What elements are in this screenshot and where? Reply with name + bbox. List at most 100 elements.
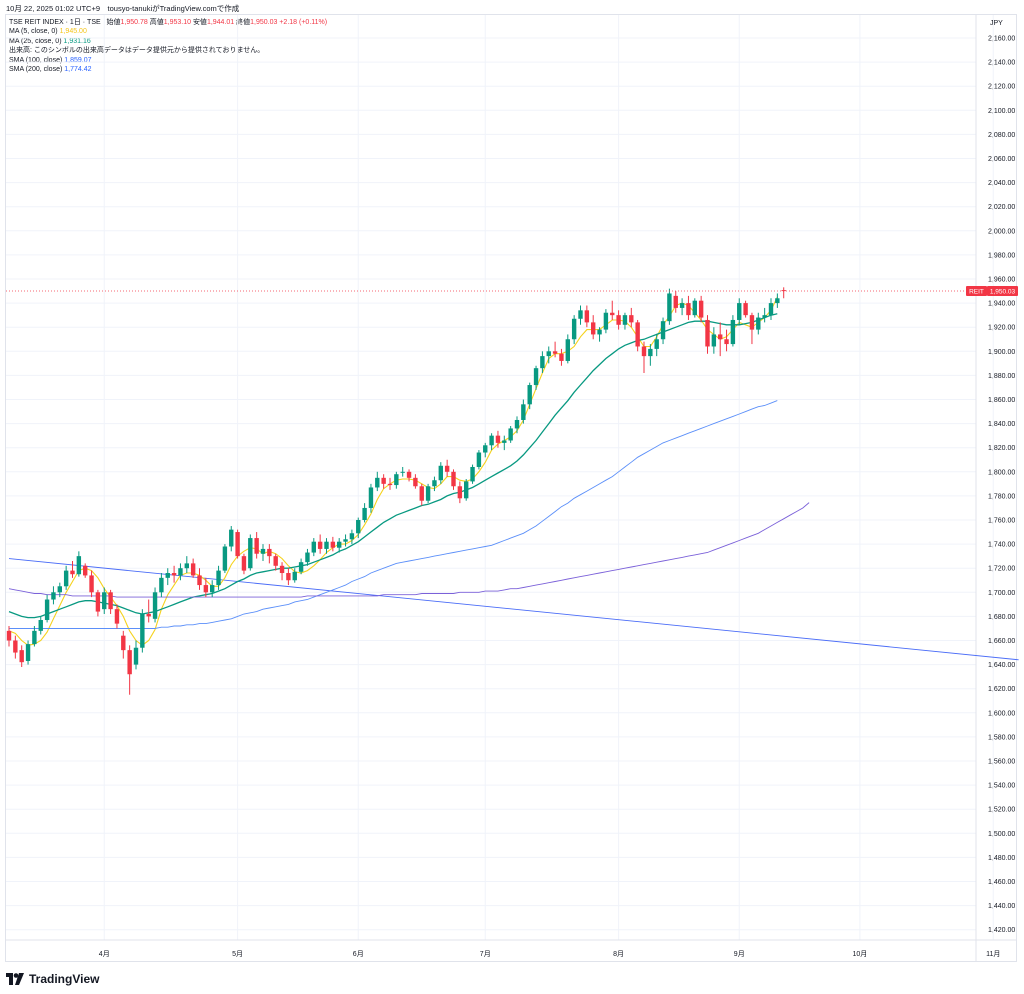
candle [610, 312, 615, 316]
candle [311, 541, 316, 553]
candle [768, 303, 774, 316]
y-tick-label: 1,860.00 [988, 397, 1015, 404]
candle [438, 465, 443, 481]
y-tick-label: 1,940.00 [988, 301, 1015, 308]
candle [6, 630, 12, 641]
candle [95, 592, 101, 612]
candle [775, 298, 780, 304]
legend-sma100-row[interactable]: SMA (100, close) 1,859.07 [9, 56, 327, 65]
y-tick-label: 1,540.00 [988, 783, 1015, 790]
y-tick-label: 1,580.00 [988, 734, 1015, 741]
y-tick-label: 1,520.00 [988, 807, 1015, 814]
change-value: +2.18 (+0.11%) [279, 19, 328, 26]
legend-ma25-row[interactable]: MA (25, close, 0) 1,931.16 [9, 37, 327, 46]
candle [667, 293, 672, 322]
trendline[interactable] [8, 558, 1019, 661]
x-tick-label: 7月 [480, 950, 491, 958]
candle [591, 322, 596, 335]
candle [190, 563, 196, 576]
legend-sma200-row[interactable]: SMA (200, close) 1,774.42 [9, 65, 327, 74]
candle [44, 599, 50, 621]
y-tick-label: 1,560.00 [988, 759, 1015, 766]
candle [152, 592, 158, 619]
sma100-label: SMA (100, close) [9, 56, 63, 64]
y-tick-label: 1,820.00 [988, 445, 1015, 452]
candle [19, 650, 24, 663]
sma200-value: 1,774.42 [64, 66, 92, 74]
candle [248, 538, 253, 569]
y-tick-label: 1,980.00 [988, 252, 1015, 259]
candle [356, 520, 361, 534]
y-tick-label: 1,660.00 [988, 638, 1015, 645]
candle [648, 348, 653, 357]
candle [235, 532, 240, 557]
candle [279, 565, 285, 574]
candle [267, 548, 272, 557]
chart-frame [5, 14, 1017, 962]
candle [603, 312, 609, 330]
x-tick-label: 6月 [353, 950, 364, 958]
high-label: 高値 [149, 19, 164, 26]
x-tick-label: 10月 [853, 950, 868, 958]
y-tick-label: 1,760.00 [988, 518, 1015, 525]
ma25-label: MA (25, close, 0) [9, 37, 62, 45]
candle [381, 477, 386, 484]
high-value: 1,953.10 [163, 19, 191, 26]
sma100-value: 1,859.07 [64, 56, 92, 64]
candle [362, 507, 367, 520]
candle [400, 471, 405, 473]
candle [730, 319, 736, 345]
y-tick-label: 1,620.00 [988, 686, 1015, 693]
candle [324, 541, 329, 549]
candle [51, 592, 56, 600]
y-tick-label: 2,000.00 [988, 228, 1015, 235]
candle [25, 644, 31, 661]
candle [241, 556, 247, 571]
candle [413, 477, 418, 487]
candle [565, 339, 570, 361]
x-tick-label: 5月 [232, 950, 243, 958]
candle [616, 315, 621, 325]
ma25-value: 1,931.16 [63, 37, 91, 45]
candle [108, 592, 113, 610]
x-tick-label: 8月 [613, 950, 624, 958]
candle [584, 310, 590, 323]
legend-ohlc-row: TSE REIT INDEX · 1日 · TSE 始値1,950.78 高値1… [9, 18, 327, 27]
legend-ma5-row[interactable]: MA (5, close, 0) 1,945.00 [9, 27, 327, 36]
candle [165, 573, 170, 578]
candle [133, 647, 139, 665]
candle [578, 310, 583, 319]
candle [387, 483, 393, 486]
x-tick-label: 4月 [99, 950, 110, 958]
y-tick-label: 2,140.00 [988, 60, 1015, 67]
sma200-line [8, 502, 810, 598]
currency-label: JPY [990, 20, 1003, 27]
sma100-line [9, 400, 778, 629]
y-tick-label: 2,020.00 [988, 204, 1015, 211]
candle [406, 471, 412, 478]
tradingview-logo-icon [6, 973, 24, 985]
candle [641, 346, 647, 357]
candle [781, 290, 786, 292]
y-tick-label: 1,480.00 [988, 855, 1015, 862]
candle [178, 568, 183, 576]
symbol-label[interactable]: TSE REIT INDEX · 1日 · TSE [9, 19, 101, 26]
y-tick-label: 2,120.00 [988, 84, 1015, 91]
candle [419, 486, 424, 501]
candle [203, 585, 209, 593]
candle [159, 577, 164, 593]
ma25-line [8, 313, 778, 619]
candle [286, 573, 291, 581]
candle [635, 322, 640, 347]
close-value: 1,950.03 [250, 19, 278, 26]
y-tick-label: 1,800.00 [988, 469, 1015, 476]
candle [146, 613, 151, 617]
y-tick-label: 1,880.00 [988, 373, 1015, 380]
y-tick-label: 1,740.00 [988, 542, 1015, 549]
candle [743, 303, 748, 316]
candle [375, 477, 380, 488]
candle [660, 321, 666, 340]
y-tick-label: 1,900.00 [988, 349, 1015, 356]
y-tick-label: 1,700.00 [988, 590, 1015, 597]
